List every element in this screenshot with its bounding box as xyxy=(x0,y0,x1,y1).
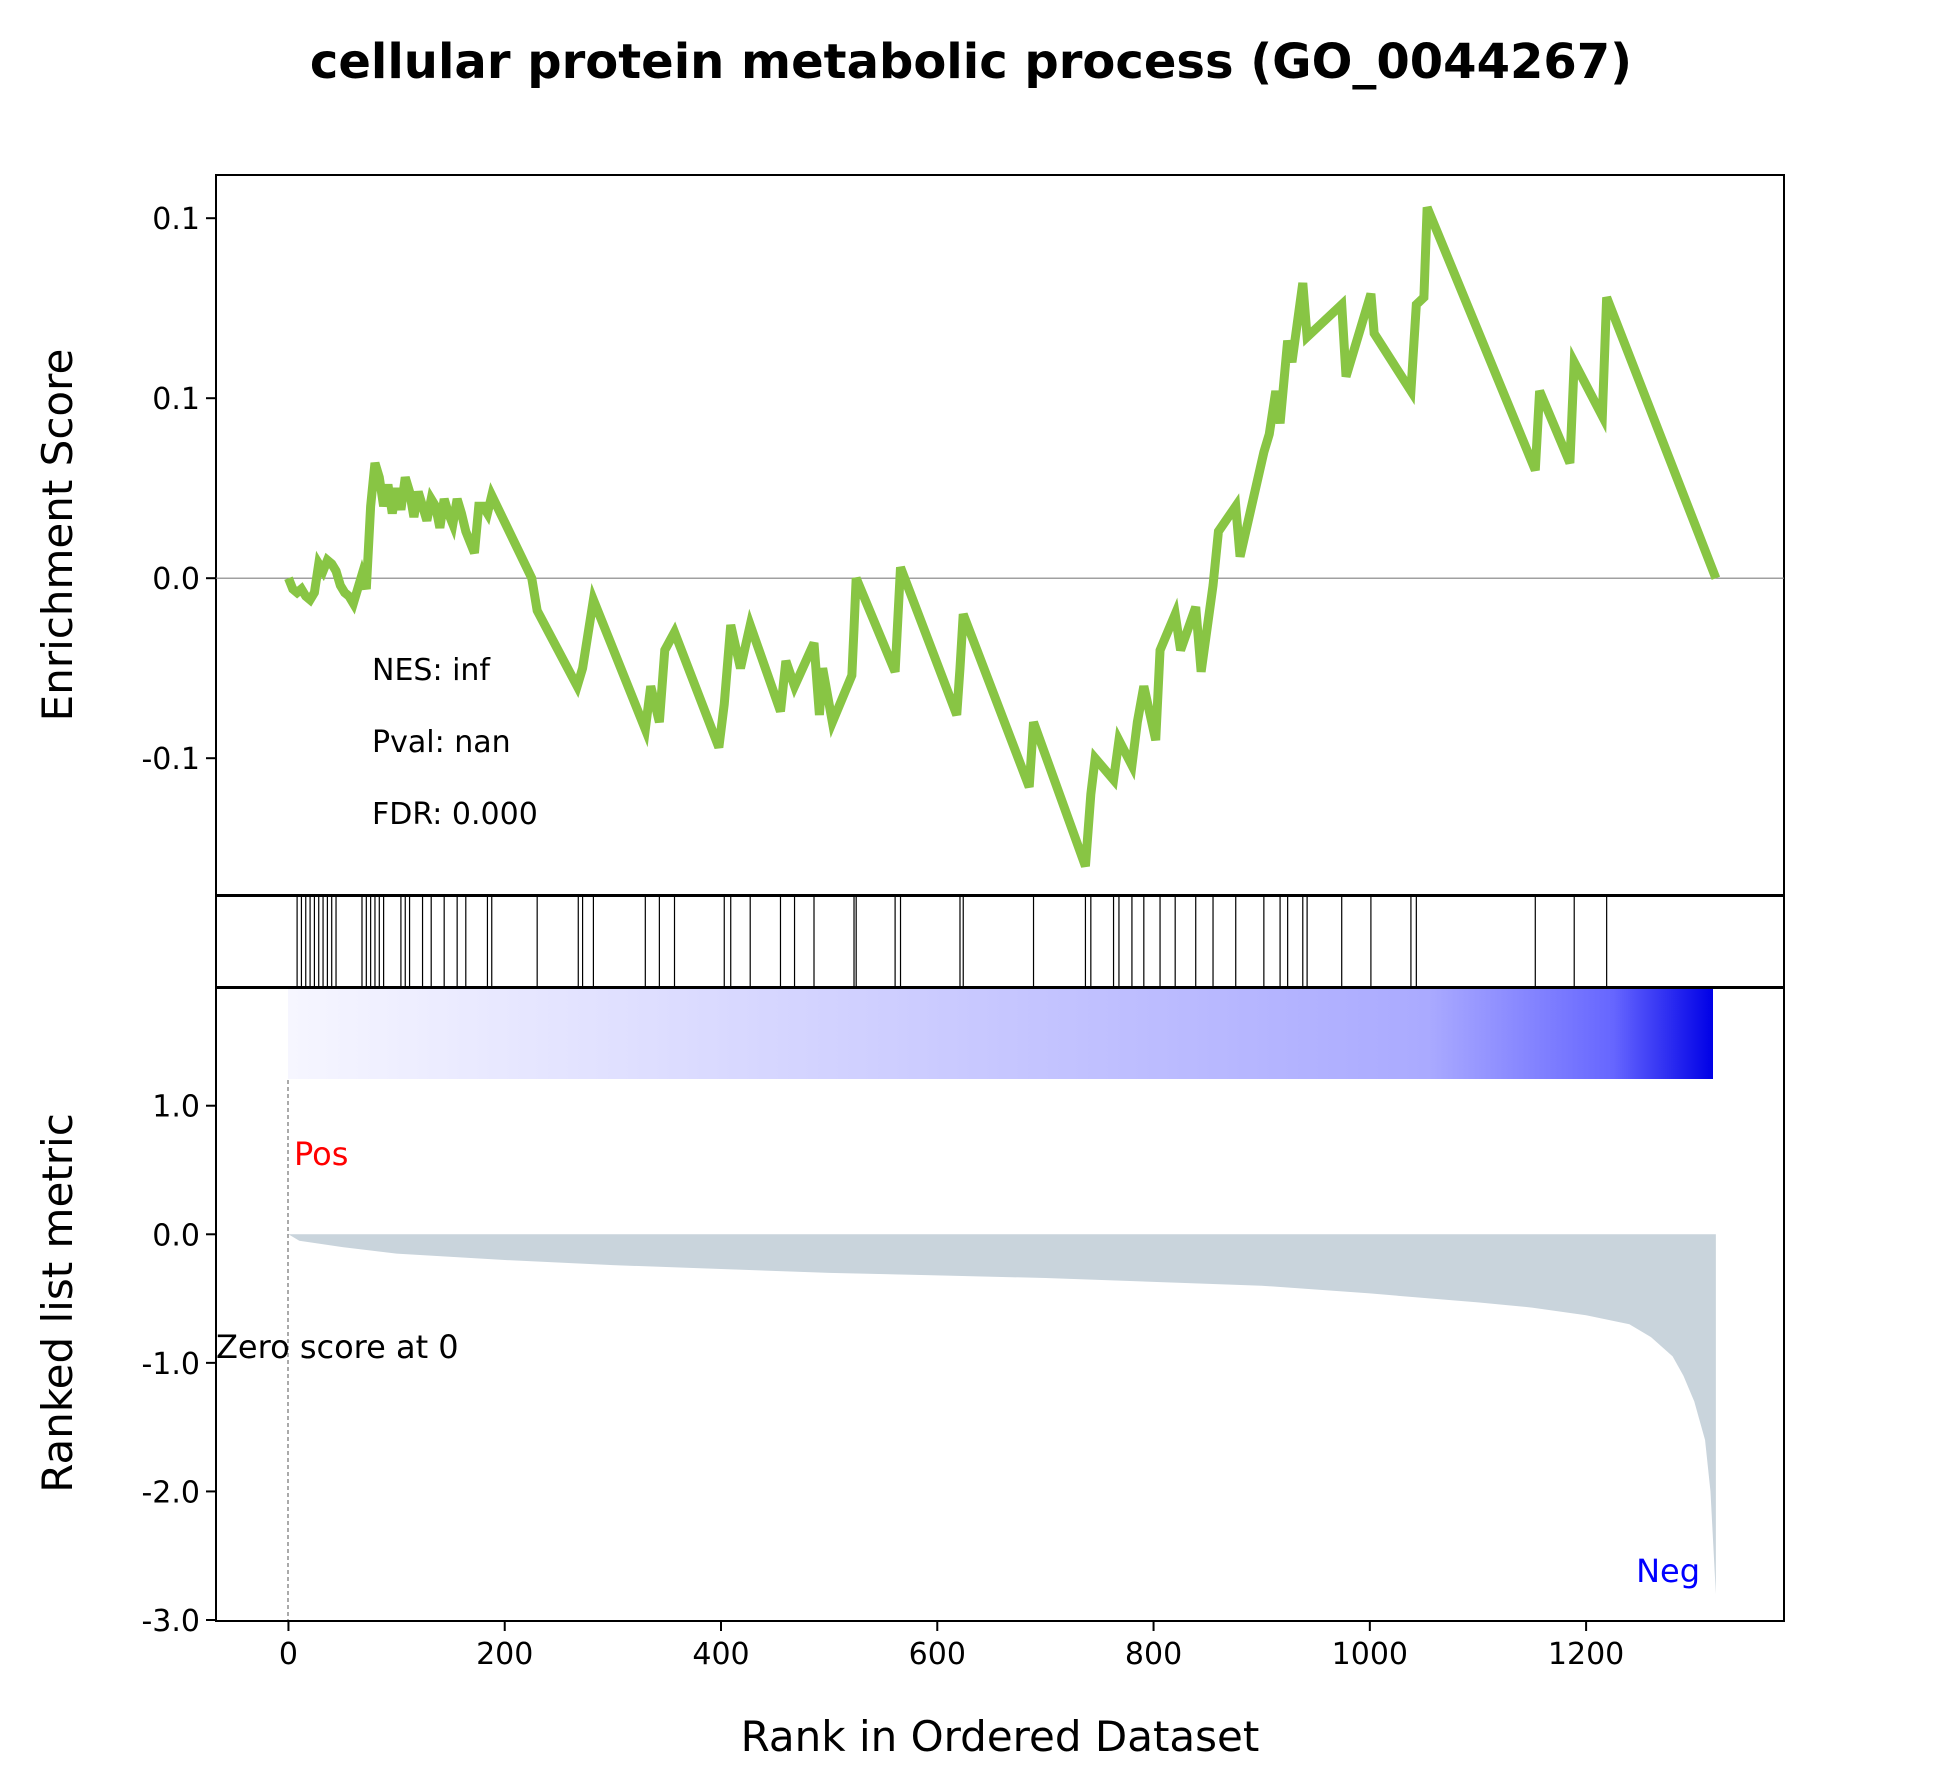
x-tick-label: 1200 xyxy=(1548,1637,1624,1672)
ranked-axis-label: Ranked list metric xyxy=(33,1113,82,1493)
fdr-label: FDR: 0.000 xyxy=(372,797,538,832)
ranked-y-tick-label: 1.0 xyxy=(152,1090,200,1125)
x-tick-label: 1000 xyxy=(1332,1637,1408,1672)
ranked-metric-area xyxy=(288,1234,1716,1595)
pval-label: Pval: nan xyxy=(372,725,511,760)
x-tick-label: 400 xyxy=(692,1637,749,1672)
x-tick-label: 200 xyxy=(476,1637,533,1672)
pos-label: Pos xyxy=(294,1135,348,1173)
ranked-y-tick-label: 0.0 xyxy=(152,1218,200,1253)
ranked-y-tick-label: -2.0 xyxy=(141,1475,200,1510)
es-axis-label: Enrichment Score xyxy=(33,349,82,722)
x-tick-label: 600 xyxy=(909,1637,966,1672)
neg-label: Neg xyxy=(1636,1552,1700,1590)
zero-score-label: Zero score at 0 xyxy=(216,1328,459,1366)
enrichment-score-line xyxy=(284,205,1721,868)
es-y-tick-label: 0.1 xyxy=(152,202,200,237)
es-y-tick-label: 0.1 xyxy=(152,382,200,417)
nes-label: NES: inf xyxy=(372,653,491,688)
x-tick-label: 0 xyxy=(279,1637,298,1672)
hit-panel xyxy=(215,895,1785,988)
rank-gradient-bar xyxy=(288,989,1713,1079)
x-tick-label: 800 xyxy=(1125,1637,1182,1672)
ranked-y-tick-label: -3.0 xyxy=(141,1604,200,1639)
chart-title: cellular protein metabolic process (GO_0… xyxy=(310,34,1632,90)
es-y-ticks: 0.1 0.1 0.0 -0.1 xyxy=(141,202,216,777)
x-axis-label: Rank in Ordered Dataset xyxy=(741,1712,1260,1761)
ranked-y-ticks: 1.0 0.0 -1.0 -2.0 -3.0 xyxy=(141,1090,216,1639)
ranked-x-ticks: 0 200 400 600 800 1000 1200 xyxy=(279,1621,1624,1672)
es-y-tick-label: 0.0 xyxy=(152,562,200,597)
ranked-y-tick-label: -1.0 xyxy=(141,1347,200,1382)
enrichment-score-panel: 0.10.10.0-0.1 Enrichment Score NES: inf … xyxy=(33,174,1785,896)
ranked-metric-panel: 1.0 0.0 -1.0 -2.0 -3.0 0 200 400 600 800 1000 1200… xyxy=(33,987,1785,1761)
es-y-tick-label: -0.1 xyxy=(141,742,200,777)
